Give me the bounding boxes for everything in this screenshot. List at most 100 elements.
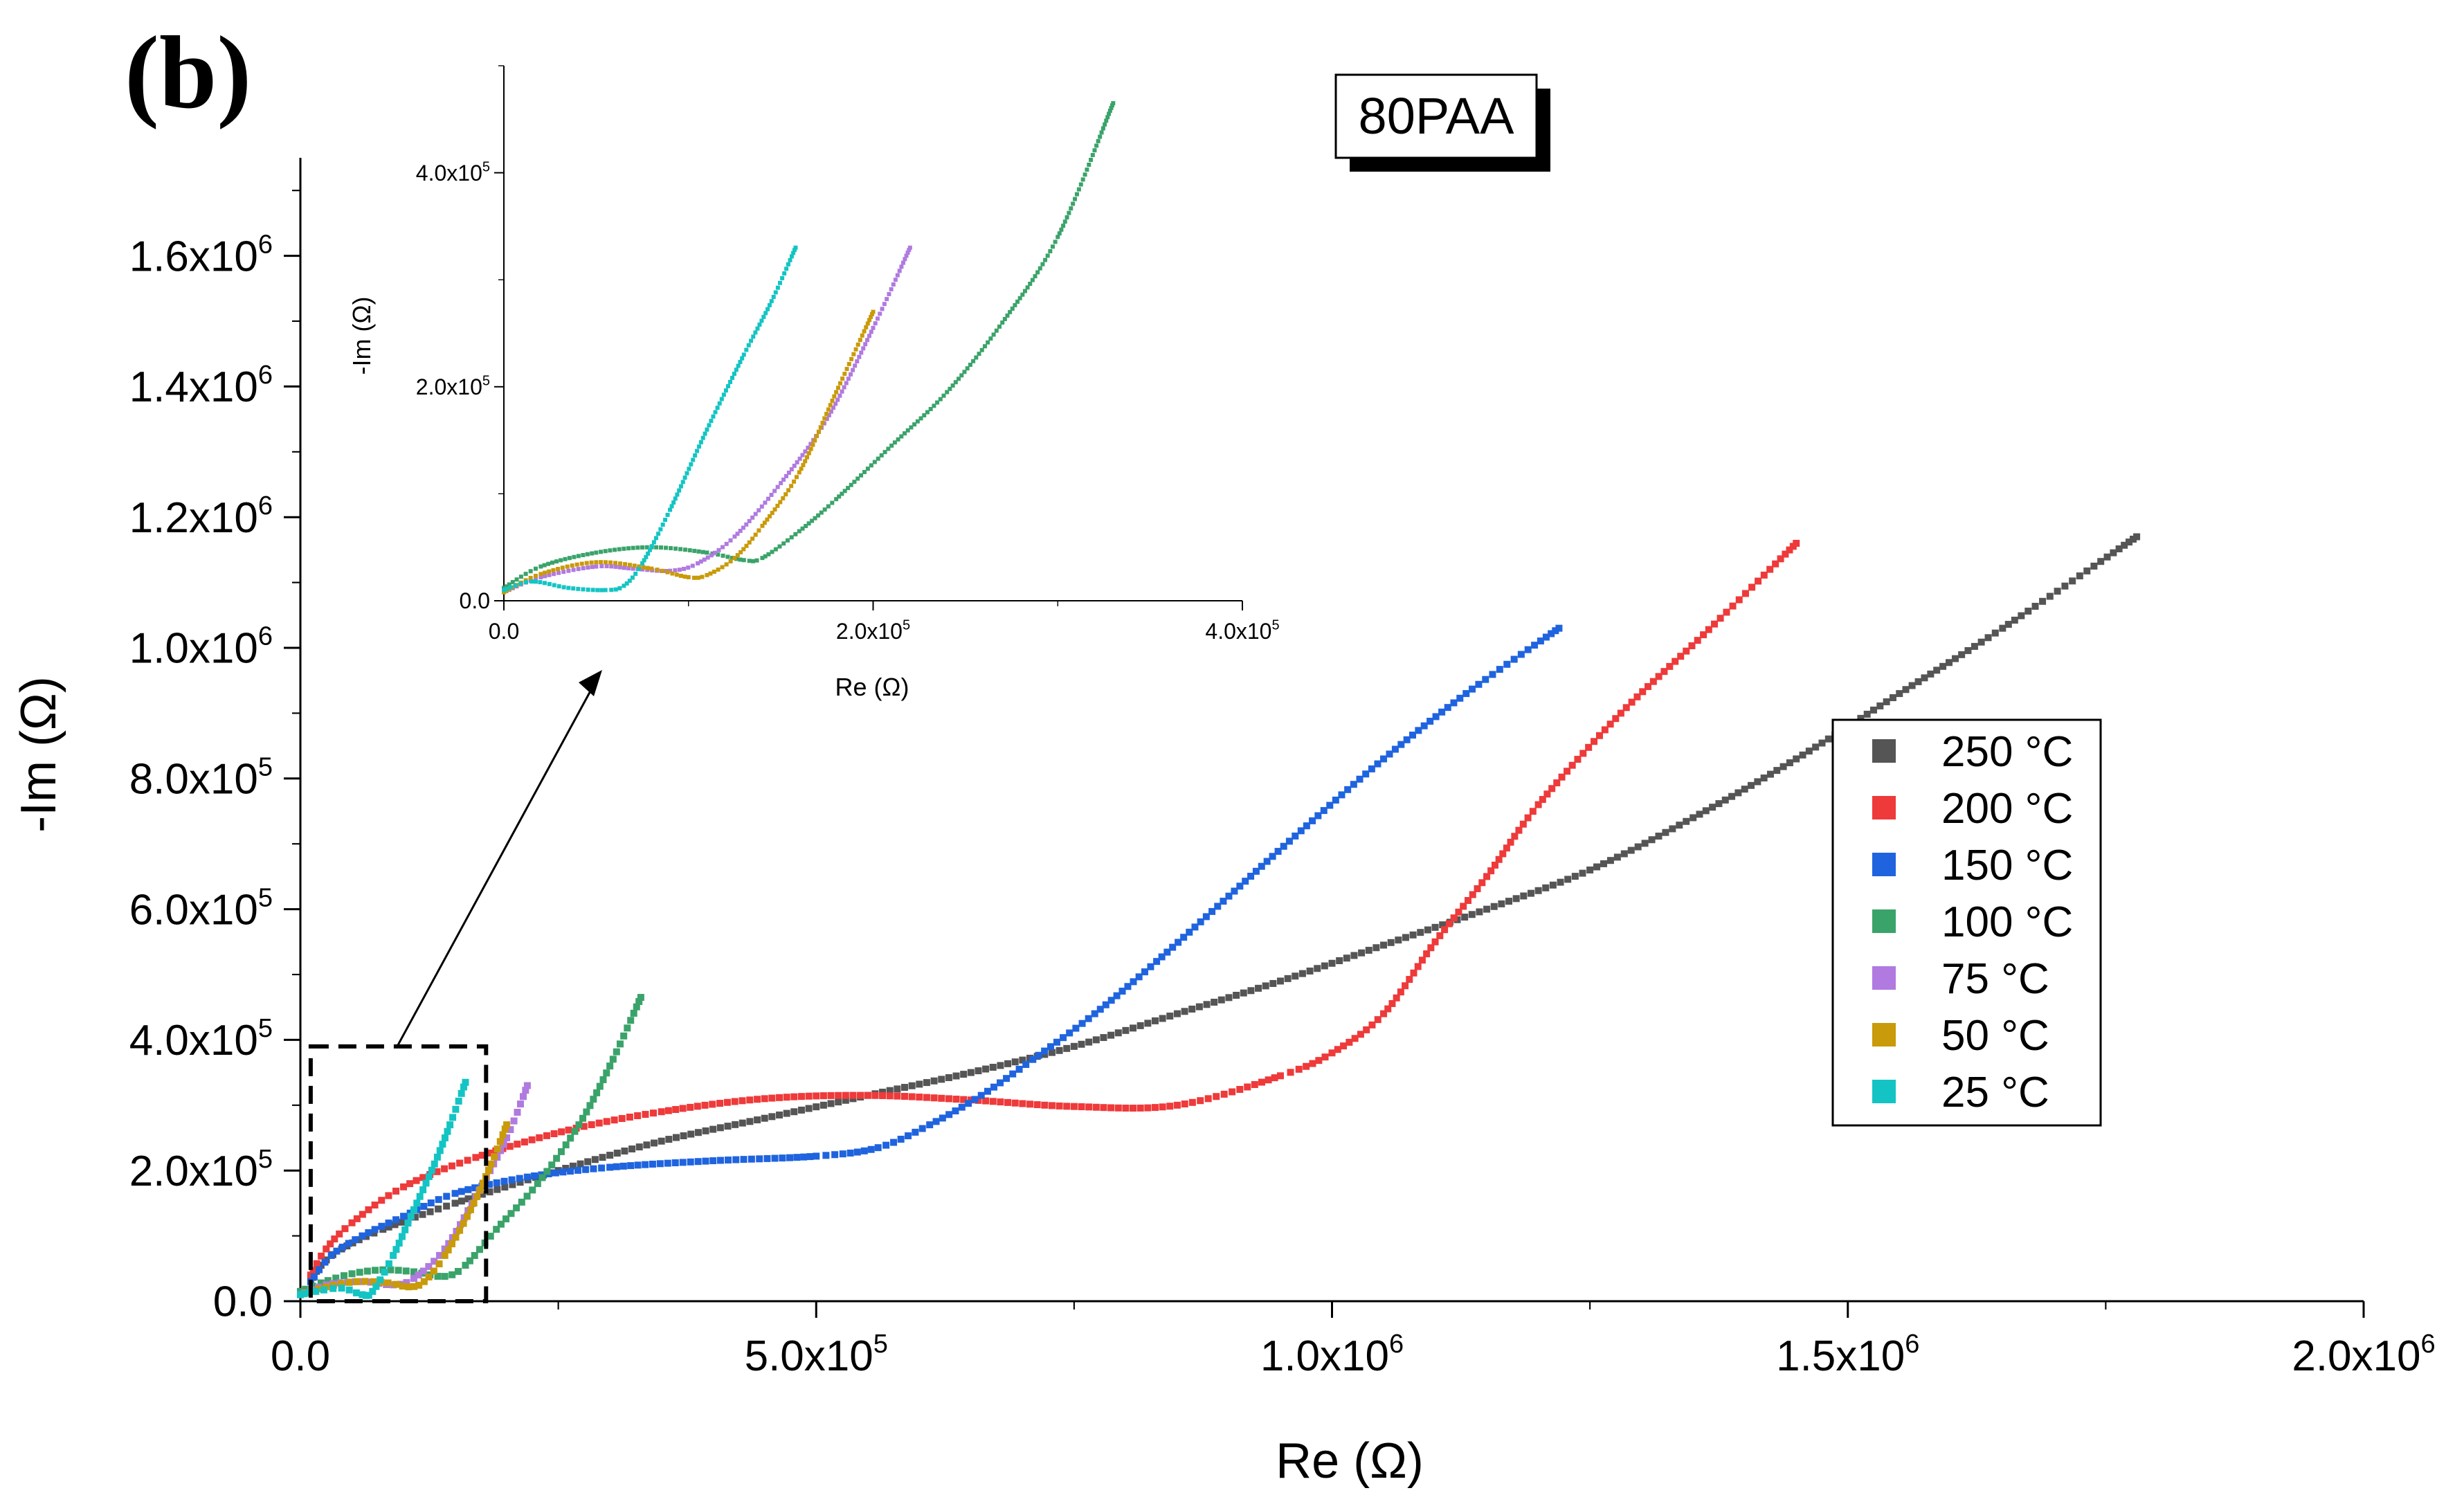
- inset-data-point: [670, 571, 675, 576]
- inset-data-point: [864, 325, 869, 329]
- main-series-100-c: [297, 994, 644, 1295]
- inset-data-point: [1061, 224, 1066, 228]
- main-data-point: [599, 1154, 606, 1161]
- inset-data-point: [613, 564, 618, 569]
- main-data-point: [1700, 631, 1707, 639]
- main-data-point: [324, 1277, 332, 1285]
- main-data-point: [797, 1093, 805, 1100]
- sample-label-box: 80PAA: [1334, 73, 1550, 172]
- legend-swatch-25-c: [1872, 1080, 1896, 1103]
- main-data-point: [1136, 1104, 1144, 1112]
- main-data-point: [1346, 1038, 1353, 1046]
- main-data-point: [680, 1132, 687, 1140]
- inset-data-point: [971, 359, 976, 363]
- zoom-indicator: [308, 670, 602, 1303]
- main-data-point: [672, 1106, 680, 1114]
- main-data-point: [456, 1159, 464, 1167]
- inset-data-point: [682, 547, 687, 552]
- inset-data-point: [570, 563, 574, 568]
- main-data-point: [731, 1098, 739, 1105]
- main-data-point: [1496, 666, 1503, 673]
- main-data-point: [1534, 801, 1542, 808]
- main-data-point: [977, 1091, 985, 1099]
- inset-data-point: [848, 372, 853, 377]
- main-data-point: [1857, 714, 1865, 722]
- main-data-point: [603, 1118, 610, 1125]
- inset-data-point: [799, 466, 804, 471]
- main-data-point: [2090, 562, 2098, 570]
- main-data-point: [1019, 1056, 1026, 1064]
- main-data-point: [302, 1285, 309, 1293]
- main-data-point: [606, 1062, 614, 1070]
- inset-data-point: [801, 462, 806, 467]
- main-data-point: [1208, 907, 1216, 915]
- main-data-point: [518, 1198, 525, 1206]
- main-data-point: [643, 1141, 651, 1149]
- main-data-point: [365, 1206, 372, 1213]
- main-data-point: [1063, 1044, 1071, 1052]
- main-data-point: [1048, 1102, 1056, 1109]
- inset-data-point: [702, 557, 707, 562]
- main-data-point: [538, 1174, 546, 1181]
- inset-data-point: [813, 438, 817, 443]
- main-data-point: [455, 1097, 462, 1105]
- main-data-point: [982, 1065, 990, 1073]
- main-data-point: [1805, 748, 1813, 755]
- main-data-point: [1255, 984, 1262, 992]
- main-data-point: [1537, 637, 1544, 645]
- main-data-point: [500, 1141, 507, 1148]
- inset-data-point: [528, 569, 533, 574]
- main-data-point: [793, 1154, 801, 1161]
- main-data-point: [387, 1266, 395, 1274]
- main-data-point: [1648, 836, 1656, 844]
- inset-data-point: [754, 558, 759, 563]
- main-data-point: [1474, 885, 1481, 893]
- main-data-point: [651, 1139, 658, 1147]
- legend-label-25-c: 25 °C: [1941, 1069, 2049, 1116]
- main-data-point: [458, 1197, 465, 1205]
- inset-data-point: [922, 413, 927, 418]
- inset-data-point: [797, 456, 802, 461]
- inset-data-point: [828, 403, 833, 408]
- inset-data-point: [730, 556, 734, 561]
- main-y-tick-label-8-mantissa: 1.6x10: [129, 233, 258, 280]
- inset-data-point: [786, 262, 790, 266]
- sample-label-frame: [1334, 73, 1538, 159]
- inset-data-point: [716, 547, 721, 552]
- inset-y-axis-title: -Im (Ω): [347, 297, 376, 375]
- inset-data-point: [640, 561, 645, 565]
- main-data-point: [1542, 633, 1550, 641]
- main-data-point: [1188, 1098, 1196, 1106]
- inset-data-point: [550, 560, 554, 565]
- legend-label-75-c: 75 °C: [1941, 955, 2049, 1003]
- main-data-point: [912, 1128, 919, 1136]
- inset-data-point: [860, 333, 864, 338]
- inset-data-point: [824, 417, 829, 422]
- main-y-tick-label-3-exponent: 5: [258, 883, 273, 912]
- inset-data-point: [880, 307, 885, 311]
- main-data-point: [886, 1092, 894, 1100]
- inset-data-point: [547, 569, 552, 574]
- main-data-point: [1524, 814, 1532, 822]
- inset-data-point: [556, 567, 561, 572]
- inset-data-point: [581, 587, 586, 592]
- inset-data-point: [543, 581, 547, 586]
- inset-data-point: [777, 544, 782, 549]
- main-data-point: [372, 1267, 379, 1274]
- inset-data-point: [755, 326, 760, 331]
- main-x-tick-label-1: 5.0x105: [745, 1330, 888, 1380]
- inset-data-point: [838, 381, 843, 386]
- main-data-point: [392, 1216, 400, 1224]
- main-data-point: [2133, 533, 2141, 541]
- main-data-point: [456, 1226, 464, 1234]
- inset-data-point: [732, 534, 737, 539]
- main-y-tick-label-2-exponent: 5: [258, 1014, 273, 1043]
- inset-data-point: [626, 566, 631, 571]
- main-data-point: [783, 1109, 790, 1117]
- main-data-point: [377, 1276, 384, 1284]
- main-data-point: [431, 1160, 438, 1168]
- main-data-point: [552, 1169, 559, 1177]
- inset-data-point: [869, 311, 874, 316]
- main-data-point: [1269, 979, 1277, 987]
- inset-data-point: [538, 580, 543, 585]
